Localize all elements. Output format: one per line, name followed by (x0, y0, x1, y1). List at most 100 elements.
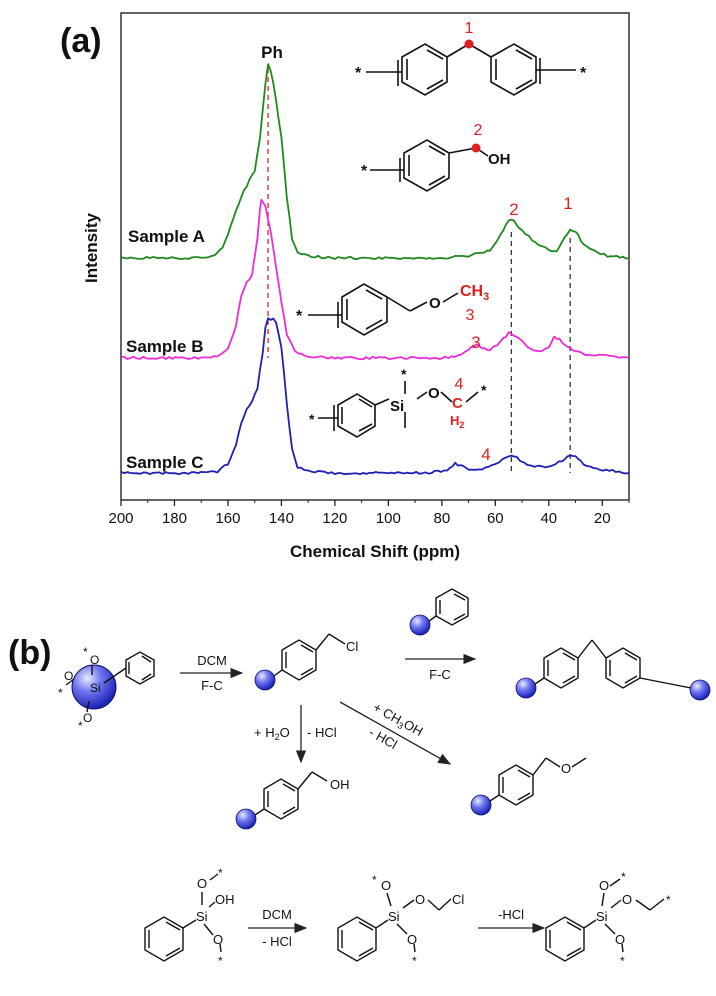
series-group (120, 63, 630, 476)
h2-sub: 2 (459, 420, 464, 430)
arrow3-top: DCM (262, 907, 292, 922)
struct-star-b: * (361, 163, 368, 180)
product-oh: OH (330, 777, 350, 792)
structure-methyl-ether (308, 283, 459, 336)
arrow1-top: DCM (197, 653, 227, 668)
meoh-sub: 3 (396, 720, 405, 731)
chloro-star-1: * (372, 873, 377, 887)
struct-o-ether: O (429, 295, 441, 312)
x-tick-label: 200 (108, 510, 133, 527)
silanol-o-bottom: O (213, 932, 223, 947)
ph-label: Ph (261, 43, 283, 62)
reference-lines (267, 68, 571, 473)
x-tick-label: 80 (433, 510, 450, 527)
x-tick-label: 60 (487, 510, 504, 527)
series-line-a (120, 63, 630, 261)
silanol-star-1: * (218, 866, 223, 880)
chloro-si: Si (388, 909, 400, 924)
arrow-methanol (339, 701, 452, 765)
red-dot-1 (464, 39, 474, 49)
peak-label-2: 2 (509, 200, 518, 219)
arrow1-bottom: F-C (201, 678, 223, 693)
cl-label: Cl (346, 639, 358, 654)
cross-o-right: O (622, 892, 632, 907)
minus-hcl-2: - HCl (367, 725, 400, 753)
cross-star-1: * (621, 870, 626, 884)
chloro-cl: Cl (452, 892, 464, 907)
x-axis-ticks: 200 180 160 140 120 100 80 60 40 20 (108, 500, 630, 527)
chloro-star-2: * (412, 954, 417, 968)
struct-star-d3: * (309, 411, 315, 427)
silica-star-1: * (83, 645, 88, 659)
struct-o-si: O (428, 385, 440, 402)
water-plus: + H (254, 725, 275, 740)
arrow4-top: -HCl (498, 907, 524, 922)
x-tick-label: 160 (215, 510, 240, 527)
panel-a-label: (a) (60, 22, 102, 60)
struct-num-3: 3 (466, 307, 475, 324)
x-tick-label: 40 (540, 510, 557, 527)
benzyl-ether-product: O (470, 757, 587, 816)
struct-star-d1: * (401, 366, 407, 382)
benzyl-alcohol-product: OH (235, 771, 350, 830)
cross-o-top: O (599, 878, 609, 893)
meoh-oh: OH (401, 716, 425, 739)
cross-star-3: * (620, 954, 625, 968)
arrow2-bottom: F-C (429, 667, 451, 682)
structure-silyl-ether (318, 381, 479, 438)
struct-c: C (452, 395, 463, 412)
water-label: + H2O (254, 725, 290, 742)
y-axis-label: Intensity (82, 213, 101, 283)
x-tick-label: 180 (162, 510, 187, 527)
panel-b-label: (b) (8, 634, 51, 672)
nmr-chart: 200 180 160 140 120 100 80 60 40 20 Chemical Shif… (82, 12, 630, 561)
diphenylmethane-product (515, 639, 711, 701)
water-sub: 2 (275, 732, 280, 742)
silica-o-top: O (90, 653, 99, 667)
chloromethoxy-silane: Si O O O Cl * * (337, 873, 464, 968)
structure-benzyl-alcohol (370, 139, 489, 192)
struct-oh: OH (488, 151, 511, 168)
series-line-b (121, 198, 630, 361)
ch3-c: CH (460, 283, 483, 300)
legend-sample-b: Sample B (126, 337, 203, 356)
ch3-sub: 3 (483, 291, 489, 303)
structure-diphenylmethane (366, 43, 576, 96)
water-o: O (280, 725, 290, 740)
minus-hcl-1: - HCl (307, 725, 337, 740)
struct-num-4: 4 (455, 376, 464, 393)
struct-star-a1: * (355, 65, 362, 82)
arrow3-bottom: - HCl (262, 934, 292, 949)
product-o: O (561, 761, 571, 776)
peak-label-4: 4 (481, 445, 490, 464)
cross-o-bottom: O (615, 932, 625, 947)
silica-si-label: Si (90, 681, 101, 695)
silanol-reactant: Si O OH O * * (144, 866, 235, 968)
silica-o-bottom: O (83, 711, 92, 725)
struct-h2: H2 (450, 413, 464, 430)
h2-h: H (450, 413, 459, 428)
x-axis-label: Chemical Shift (ppm) (290, 542, 460, 561)
peak-label-3: 3 (471, 333, 480, 352)
plot-frame (120, 12, 630, 501)
chloromethyl-phenyl: Cl (254, 633, 358, 691)
x-tick-label: 100 (376, 510, 401, 527)
red-dot-2 (471, 143, 481, 153)
struct-num-2: 2 (474, 122, 483, 139)
x-tick-label: 140 (269, 510, 294, 527)
legend-sample-c: Sample C (126, 453, 203, 472)
chloro-o-right: O (415, 892, 425, 907)
cross-star-2: * (666, 893, 671, 907)
chloro-o-top: O (381, 878, 391, 893)
x-tick-label: 120 (322, 510, 347, 527)
chloro-o-bottom: O (407, 932, 417, 947)
peak-label-1: 1 (563, 194, 572, 213)
struct-ch3: CH3 (460, 283, 489, 303)
x-tick-label: 20 (594, 510, 611, 527)
series-line-c (120, 317, 630, 476)
silica-star-3: * (78, 719, 83, 733)
silica-star-2: * (58, 686, 63, 700)
silica-o-left: O (64, 669, 73, 683)
struct-num-1: 1 (465, 20, 474, 37)
legend-sample-a: Sample A (128, 227, 205, 246)
